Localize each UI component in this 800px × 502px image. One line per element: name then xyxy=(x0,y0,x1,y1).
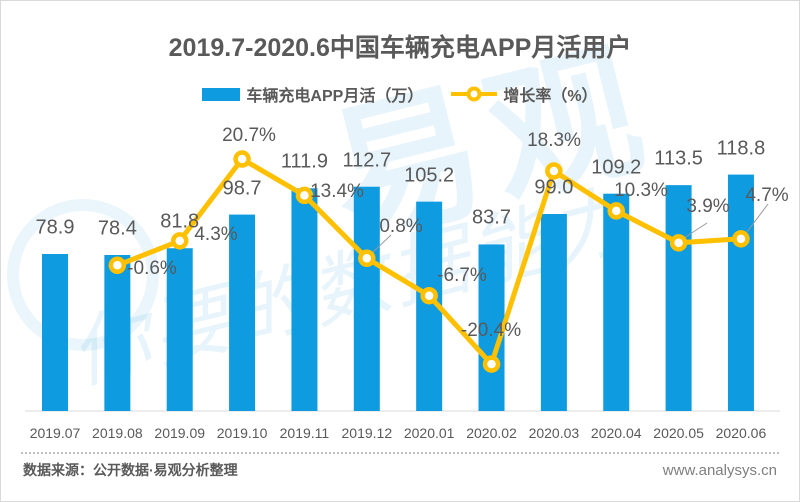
bar-2020.06 xyxy=(727,174,754,411)
bar-2020.03 xyxy=(540,213,567,411)
bar-2020.05 xyxy=(665,185,692,411)
line-marker-2019.12 xyxy=(358,249,376,268)
line-marker-2020.04 xyxy=(607,202,625,220)
legend-item-bar-series: 车辆充电APP月活（万） xyxy=(202,82,423,106)
legend-item-line-series: 增长率（%） xyxy=(451,82,598,106)
line-marker-2020.01 xyxy=(420,286,438,305)
line-series-swatch-icon xyxy=(451,86,498,102)
bar-2019.10 xyxy=(229,214,256,411)
bar-2020.04 xyxy=(603,193,630,411)
line-marker-2020.05 xyxy=(669,234,688,252)
line-marker-2019.08 xyxy=(108,256,127,275)
legend-label-bar-series: 车辆充电APP月活（万） xyxy=(246,88,424,105)
label-leader-line xyxy=(746,203,769,233)
label-leader-line xyxy=(371,234,392,254)
bar-series-swatch-icon xyxy=(202,87,241,101)
line-marker-2019.10 xyxy=(233,150,251,168)
website-text: www.analysys.cn xyxy=(662,461,777,479)
label-leader-line xyxy=(683,222,708,239)
data-source-note: 数据来源：公开数据·易观分析整理 xyxy=(23,462,238,478)
line-marker-2020.02 xyxy=(482,355,501,373)
footer-divider xyxy=(21,452,779,454)
line-marker-2020.06 xyxy=(732,230,750,248)
bar-2019.12 xyxy=(353,186,380,411)
footer: 数据来源：公开数据·易观分析整理 www.analysys.cn xyxy=(23,460,777,480)
line-marker-icon xyxy=(466,86,482,102)
legend-label-line-series: 增长率（%） xyxy=(503,88,598,105)
line-marker-2019.11 xyxy=(295,186,314,205)
line-marker-2019.09 xyxy=(170,232,189,250)
legend: 车辆充电APP月活（万） 增长率（%） xyxy=(1,82,799,106)
bar-2020.02 xyxy=(478,244,505,411)
bar-2019.08 xyxy=(104,254,131,411)
line-marker-2020.03 xyxy=(545,162,563,180)
bar-2019.09 xyxy=(166,248,193,411)
chart-title: 2019.7-2020.6中国车辆充电APP月活用户 xyxy=(168,34,632,62)
bar-2019.07 xyxy=(42,253,68,411)
bar-2019.11 xyxy=(291,188,318,411)
